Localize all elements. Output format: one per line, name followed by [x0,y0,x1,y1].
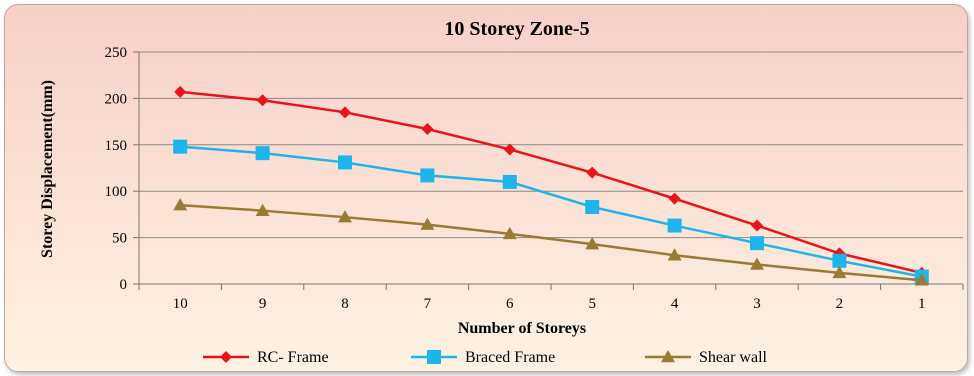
y-tick-label: 200 [105,91,128,107]
legend-label: Shear wall [699,349,768,366]
data-point [832,253,847,268]
data-point [174,85,187,98]
series-line [180,90,923,275]
chart-svg: 10 Storey Zone-5 0 50 100 150 200 250 10 9 8 7 6 5… [39,18,964,366]
x-tick-label: 7 [424,296,432,312]
data-point [914,273,929,286]
x-tick-label: 6 [506,296,514,312]
y-axis: 0 50 100 150 200 250 [105,45,140,293]
data-point [586,166,599,179]
legend-marker [220,351,232,363]
data-point [420,168,435,183]
legend: RC- Frame Braced Frame Shear wall [203,349,768,366]
data-point [255,146,270,161]
x-tick-label: 4 [671,296,679,312]
x-tick-label: 5 [588,296,596,312]
data-point [173,139,188,154]
x-axis: 10 9 8 7 6 5 4 3 2 1 [138,283,964,312]
data-point [668,192,681,205]
y-tick-label: 50 [112,231,127,247]
y-tick-label: 150 [105,138,128,154]
data-point [339,106,351,119]
grid [139,51,963,239]
data-point [338,155,352,170]
x-tick-label: 9 [259,296,267,312]
legend-label: Braced Frame [465,349,555,366]
series-1 [174,85,928,279]
x-tick-label: 8 [341,296,349,312]
data-point [503,143,516,156]
data-point [173,198,188,211]
x-tick-label: 2 [836,296,844,312]
y-tick-label: 0 [120,277,128,293]
series-group [173,85,929,286]
data-point [421,123,434,136]
data-point [750,236,764,251]
data-point [338,210,352,223]
legend-marker [427,350,441,364]
series-line [180,203,922,282]
data-point [832,265,847,279]
legend-marker [661,350,675,363]
data-point [255,203,270,216]
data-point [751,219,763,232]
chart-frame: 10 Storey Zone-5 0 50 100 150 200 250 10 9 8 7 6 5… [4,4,968,372]
data-point [256,94,269,107]
data-point [420,217,435,230]
data-point [750,257,764,270]
data-point [502,226,517,240]
data-point [667,248,682,261]
x-tick-label: 10 [173,296,188,312]
y-tick-label: 100 [105,184,128,200]
y-tick-label: 250 [105,45,128,61]
series-3 [173,198,929,286]
x-tick-label: 1 [918,296,926,312]
x-tick-label: 3 [753,296,761,312]
x-axis-label: Number of Storeys [458,320,586,337]
legend-label: RC- Frame [257,349,329,366]
data-point [585,237,600,250]
series-line [180,145,923,278]
data-point [502,174,517,189]
chart-title: 10 Storey Zone-5 [444,18,589,40]
data-point [585,199,600,214]
y-axis-label: Storey Displacement(mm) [39,80,56,258]
data-point [667,218,682,233]
series-2 [173,139,929,284]
